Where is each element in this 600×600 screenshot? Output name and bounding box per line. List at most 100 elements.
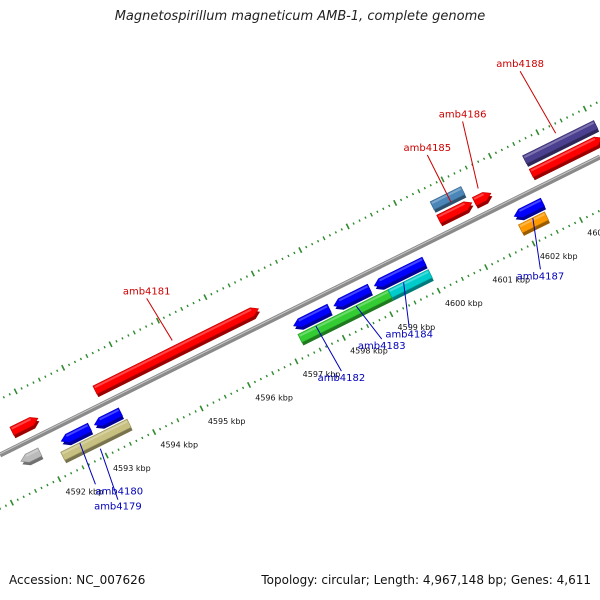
- leader-line: [99, 448, 119, 500]
- tick-mark: [555, 229, 559, 234]
- tick-mark: [26, 384, 29, 387]
- gene-fwd-edge: [9, 417, 40, 439]
- tick-mark: [111, 451, 114, 454]
- gene-highlight: [299, 291, 389, 337]
- kbp-label: 4593 kbp: [113, 464, 151, 473]
- tick-mark: [494, 151, 498, 155]
- tick-mark: [176, 418, 180, 423]
- tick-mark: [399, 198, 403, 202]
- tick-mark: [352, 222, 355, 225]
- tick-mark: [512, 141, 516, 147]
- tick-mark: [210, 292, 213, 296]
- gene-amb4186: [471, 192, 493, 209]
- tick-mark: [340, 228, 343, 231]
- tick-mark: [502, 256, 506, 260]
- tick-mark: [91, 351, 94, 355]
- kbp-label: 4598 kbp: [350, 346, 388, 355]
- tick-mark: [453, 172, 456, 175]
- tick-mark: [123, 445, 126, 449]
- tick-mark: [307, 354, 310, 357]
- tick-mark: [271, 371, 275, 376]
- kbp-label: 4602 kbp: [540, 252, 578, 261]
- tick-mark: [520, 248, 523, 251]
- tick-mark: [550, 233, 553, 237]
- tick-mark: [265, 374, 268, 378]
- tick-mark: [233, 281, 237, 284]
- kbp-label: 4599 kbp: [398, 323, 436, 332]
- gene-highlight: [519, 213, 545, 228]
- tick-mark: [591, 212, 595, 216]
- tick-mark: [203, 294, 208, 301]
- tick-mark: [562, 227, 565, 231]
- tick-mark: [577, 110, 581, 113]
- tick-mark: [56, 369, 59, 373]
- tick-mark: [250, 270, 255, 277]
- gene-highlight: [473, 193, 484, 200]
- tick-mark: [518, 139, 521, 143]
- gene-amb4184: [373, 256, 428, 290]
- tick-mark: [37, 377, 41, 382]
- gene-amb4188: [522, 120, 600, 167]
- tick-mark: [257, 269, 260, 272]
- tick-mark: [526, 245, 529, 248]
- gene-highlight: [431, 187, 462, 204]
- tick-mark: [40, 486, 43, 490]
- tick-mark: [132, 330, 136, 335]
- tick-mark: [508, 253, 512, 258]
- tick-mark: [345, 223, 350, 230]
- tick-mark: [571, 113, 575, 116]
- tick-mark: [188, 413, 191, 416]
- leader-line: [315, 325, 342, 372]
- tick-mark: [431, 292, 434, 295]
- tick-mark: [75, 469, 79, 472]
- tick-mark: [85, 353, 89, 359]
- tick-mark: [103, 345, 106, 349]
- tick-mark: [479, 268, 482, 272]
- tick-mark: [93, 460, 96, 463]
- tick-mark: [582, 105, 587, 112]
- leader-line: [79, 443, 96, 485]
- tick-mark: [128, 441, 132, 446]
- kbp-scale: 4592 kbp 4593 kbp 4594 kbp 4595 kbp 4596 kbp…: [66, 229, 600, 497]
- tick-mark: [341, 334, 346, 341]
- gene-label-amb4180: amb4180: [95, 486, 143, 497]
- tick-mark: [405, 195, 409, 199]
- inner-tick-track: [0, 209, 600, 510]
- gene-arrow: [60, 418, 132, 461]
- tick-mark: [376, 210, 379, 214]
- kbp-label: 4603 kbp: [587, 229, 600, 238]
- leader-line: [426, 154, 452, 203]
- gene-amb4181: [92, 307, 261, 398]
- tick-mark: [313, 351, 316, 354]
- gene-highlight: [62, 420, 128, 455]
- tick-mark: [411, 192, 415, 196]
- gene-highlight: [298, 305, 328, 322]
- tick-mark: [230, 392, 233, 396]
- gene-highlight: [518, 199, 542, 212]
- tick-mark: [366, 323, 370, 329]
- tick-mark: [87, 463, 91, 466]
- gene-highlight: [523, 121, 595, 159]
- gene-highlight: [94, 308, 252, 389]
- tick-mark: [305, 245, 308, 249]
- tick-mark: [530, 133, 533, 137]
- tick-mark: [328, 234, 332, 237]
- tick-mark: [32, 381, 35, 384]
- tick-mark: [496, 259, 500, 263]
- tick-mark: [559, 118, 563, 123]
- gene-highlight: [389, 271, 429, 292]
- leader-line: [532, 218, 541, 270]
- leader-line: [519, 70, 557, 134]
- gene-label-amb4185: amb4185: [403, 143, 451, 154]
- accession-text: Accession: NC_007626: [9, 573, 146, 587]
- tick-mark: [57, 476, 62, 483]
- tick-mark: [239, 278, 243, 281]
- tick-mark: [311, 242, 314, 246]
- tick-mark: [294, 358, 299, 365]
- gene-label-amb4188: amb4188: [496, 59, 544, 70]
- tick-mark: [50, 372, 53, 376]
- leader-line: [462, 121, 479, 189]
- tick-mark: [198, 298, 201, 302]
- gene-highlight: [11, 418, 31, 430]
- gene-amb4182-green: [297, 289, 394, 346]
